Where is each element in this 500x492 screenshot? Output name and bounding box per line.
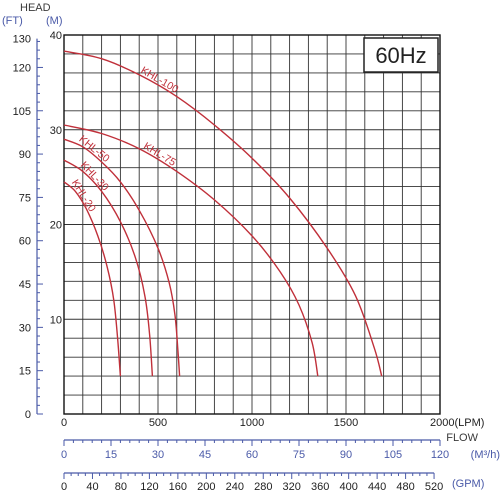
curves: [63, 50, 383, 377]
flow-lpm-tick-label: 0: [61, 417, 67, 429]
flow-label: FLOW: [446, 432, 478, 444]
flow-m3h-tick-label: 120: [431, 449, 449, 461]
head-ft-tick-label: 90: [19, 149, 31, 161]
flow-m3h-unit: (M³/h): [471, 449, 500, 461]
flow-lpm-tick-label: 1000: [240, 417, 264, 429]
flow-gpm-unit: (GPM): [452, 478, 484, 490]
frequency-badge-box: [363, 37, 439, 73]
curve-khl-50: [63, 138, 181, 377]
flow-gpm-tick-label: 120: [140, 481, 158, 492]
head-ft-tick-label: 120: [13, 62, 31, 74]
flow-gpm-tick-label: 160: [169, 481, 187, 492]
flow-m3h-tick-label: 15: [105, 449, 117, 461]
flow-lpm-tick-label: 2000(LPM): [430, 417, 484, 429]
flow-gpm-tick-label: 280: [254, 481, 272, 492]
flow-gpm-tick-label: 320: [283, 481, 301, 492]
head-ft-tick-label: 60: [19, 236, 31, 248]
head-m-tick-label: 20: [50, 220, 62, 232]
flow-m3h-tick-label: 105: [384, 449, 402, 461]
flow-gpm-tick-label: 0: [61, 481, 67, 492]
flow-gpm-tick-label: 40: [86, 481, 98, 492]
axes: [36, 38, 441, 479]
head-ft-tick-label: 130: [13, 34, 31, 46]
plot-frame: [63, 34, 441, 415]
head-m-unit: (M): [46, 15, 63, 27]
flow-lpm-tick-label: 1500: [334, 417, 358, 429]
flow-lpm-tick-label: 500: [149, 417, 167, 429]
head-m-tick-label: 10: [50, 314, 62, 326]
head-m-tick-label: 40: [50, 30, 62, 42]
flow-gpm-tick-label: 520: [425, 481, 443, 492]
flow-m3h-tick-label: 75: [293, 449, 305, 461]
flow-gpm-tick-label: 360: [311, 481, 329, 492]
flow-gpm-tick-label: 480: [396, 481, 414, 492]
flow-gpm-tick-label: 400: [339, 481, 357, 492]
flow-m3h-tick-label: 0: [61, 449, 67, 461]
head-ft-tick-label: 0: [25, 409, 31, 421]
head-m-tick-label: 30: [50, 125, 62, 137]
head-ft-tick-label: 45: [19, 279, 31, 291]
flow-gpm-tick-label: 200: [197, 481, 215, 492]
curve-khl-30: [63, 159, 154, 377]
head-ft-tick-label: 30: [19, 322, 31, 334]
grid: [63, 34, 441, 415]
flow-m3h-tick-label: 45: [199, 449, 211, 461]
head-axis-title: HEAD: [20, 2, 51, 14]
head-ft-tick-label: 105: [13, 106, 31, 118]
head-ft-tick-label: 15: [19, 366, 31, 378]
flow-gpm-tick-label: 80: [115, 481, 127, 492]
flow-m3h-tick-label: 90: [340, 449, 352, 461]
curve-khl-75: [63, 124, 319, 377]
curve-khl-100: [63, 50, 383, 377]
frequency-badge: 60Hz: [375, 43, 426, 68]
flow-m3h-tick-label: 30: [152, 449, 164, 461]
head-ft-unit: (FT): [2, 15, 23, 27]
curve-khl-20: [63, 181, 122, 377]
flow-m3h-tick-label: 60: [246, 449, 258, 461]
flow-gpm-tick-label: 440: [368, 481, 386, 492]
head-ft-tick-label: 75: [19, 192, 31, 204]
flow-gpm-tick-label: 240: [226, 481, 244, 492]
